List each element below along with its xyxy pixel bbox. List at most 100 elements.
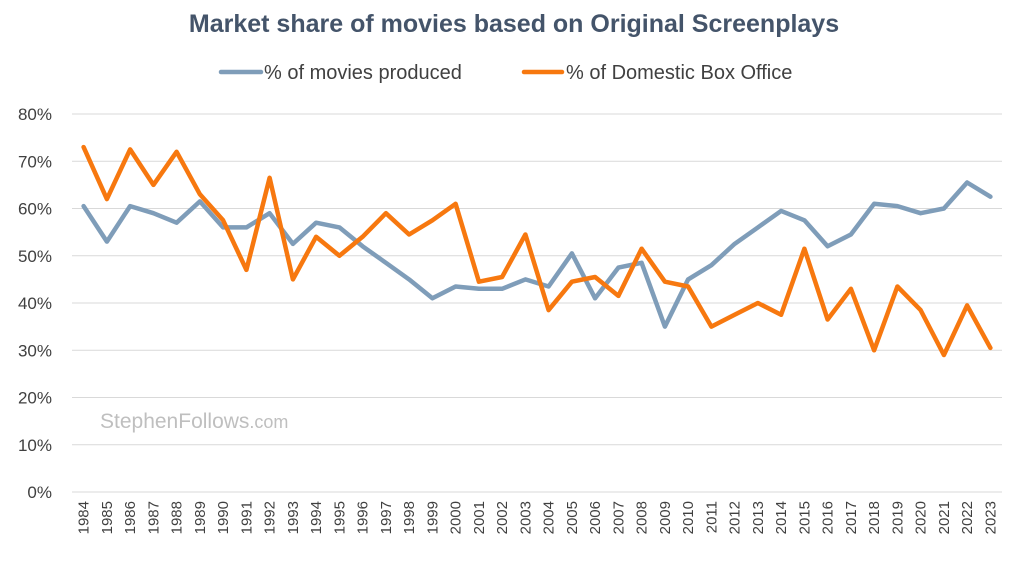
x-tick-label: 2020 — [913, 501, 930, 534]
data-point — [664, 326, 666, 328]
data-point — [664, 281, 666, 283]
series-0 — [81, 180, 993, 329]
x-tick-label: 1984 — [76, 501, 93, 534]
data-point — [850, 234, 852, 235]
x-tick-label: 2014 — [773, 501, 790, 534]
y-tick-label: 0% — [27, 483, 52, 502]
data-point — [338, 255, 340, 257]
data-point — [571, 281, 573, 283]
data-point — [129, 148, 131, 150]
data-point — [83, 146, 85, 148]
x-tick-label: 1991 — [238, 501, 255, 534]
data-point — [827, 319, 829, 320]
x-tick-label: 2000 — [448, 501, 465, 534]
x-tick-label: 1992 — [262, 501, 279, 534]
data-point — [315, 236, 317, 238]
x-tick-label: 2009 — [657, 501, 674, 534]
x-tick-label: 1999 — [424, 501, 441, 534]
x-tick-label: 1998 — [401, 501, 418, 534]
x-tick-label: 2011 — [703, 501, 720, 533]
chart-title: Market share of movies based on Original… — [189, 10, 839, 38]
y-tick-label: 50% — [18, 247, 52, 266]
series-line-1 — [81, 144, 993, 358]
legend-label-domestic-box-office: % of Domestic Box Office — [566, 62, 792, 84]
watermark-suffix: .com — [249, 412, 288, 432]
data-point — [734, 243, 736, 245]
x-tick-label: 2005 — [564, 501, 581, 534]
data-point — [455, 203, 457, 205]
data-point — [850, 288, 852, 290]
data-point — [594, 276, 596, 278]
data-point — [896, 205, 898, 207]
x-tick-label: 1995 — [331, 501, 348, 534]
data-point — [873, 203, 875, 205]
data-point — [757, 302, 759, 304]
data-point — [362, 236, 364, 238]
x-tick-label: 2022 — [959, 501, 976, 534]
data-point — [687, 278, 689, 280]
data-point — [943, 354, 945, 356]
x-tick-label: 2018 — [866, 501, 883, 534]
data-point — [710, 326, 712, 328]
gridlines — [72, 113, 1002, 493]
data-point — [315, 222, 317, 224]
data-point — [408, 278, 410, 280]
data-point — [548, 309, 550, 311]
x-tick-label: 1989 — [192, 501, 209, 534]
data-point — [245, 269, 247, 271]
x-tick-label: 2015 — [796, 501, 813, 534]
x-tick-label: 2007 — [610, 501, 627, 534]
x-tick-label: 2012 — [727, 501, 744, 534]
x-tick-label: 1997 — [378, 501, 395, 534]
x-tick-label: 1985 — [99, 501, 116, 534]
y-tick-label: 20% — [18, 389, 52, 408]
data-point — [199, 200, 201, 202]
x-tick-label: 1987 — [145, 501, 162, 534]
series-lines — [81, 144, 993, 358]
data-point — [152, 184, 154, 186]
data-point — [780, 314, 782, 316]
data-point — [641, 262, 643, 264]
x-tick-label: 1990 — [215, 501, 232, 534]
x-tick-label: 2016 — [820, 501, 837, 534]
x-tick-label: 1994 — [308, 501, 325, 534]
data-point — [920, 309, 922, 311]
data-point — [385, 212, 387, 214]
data-point — [873, 349, 875, 351]
data-point — [989, 347, 991, 349]
x-tick-label: 2023 — [982, 501, 999, 534]
data-point — [385, 262, 387, 264]
x-tick-label: 2010 — [680, 501, 697, 534]
data-point — [757, 226, 759, 228]
x-tick-label: 2021 — [936, 501, 953, 534]
data-point — [617, 295, 619, 297]
data-point — [710, 264, 712, 266]
watermark-main: StephenFollows — [100, 410, 249, 433]
data-point — [803, 248, 805, 250]
x-tick-label: 1986 — [122, 501, 139, 534]
x-axis-ticks: 1984 1985 1986 1987 1988 1989 1990 1991 1992 1993… — [76, 501, 1000, 534]
data-point — [455, 286, 457, 287]
data-point — [501, 276, 503, 278]
data-point — [431, 297, 433, 299]
x-tick-label: 2017 — [843, 501, 860, 534]
y-tick-label: 40% — [18, 294, 52, 313]
data-point — [431, 219, 433, 221]
x-tick-label: 2003 — [517, 501, 534, 534]
x-tick-label: 2004 — [541, 501, 558, 534]
x-tick-label: 2008 — [634, 501, 651, 534]
data-point — [222, 219, 224, 221]
data-point — [222, 226, 224, 228]
data-point — [524, 278, 526, 280]
x-tick-label: 2002 — [494, 501, 511, 534]
data-point — [524, 234, 526, 235]
data-point — [152, 212, 154, 214]
data-point — [478, 288, 480, 290]
y-tick-label: 70% — [18, 152, 52, 171]
x-tick-label: 1993 — [285, 501, 302, 534]
data-point — [896, 286, 898, 287]
data-point — [780, 210, 782, 212]
data-point — [989, 196, 991, 198]
x-tick-label: 2006 — [587, 501, 604, 534]
